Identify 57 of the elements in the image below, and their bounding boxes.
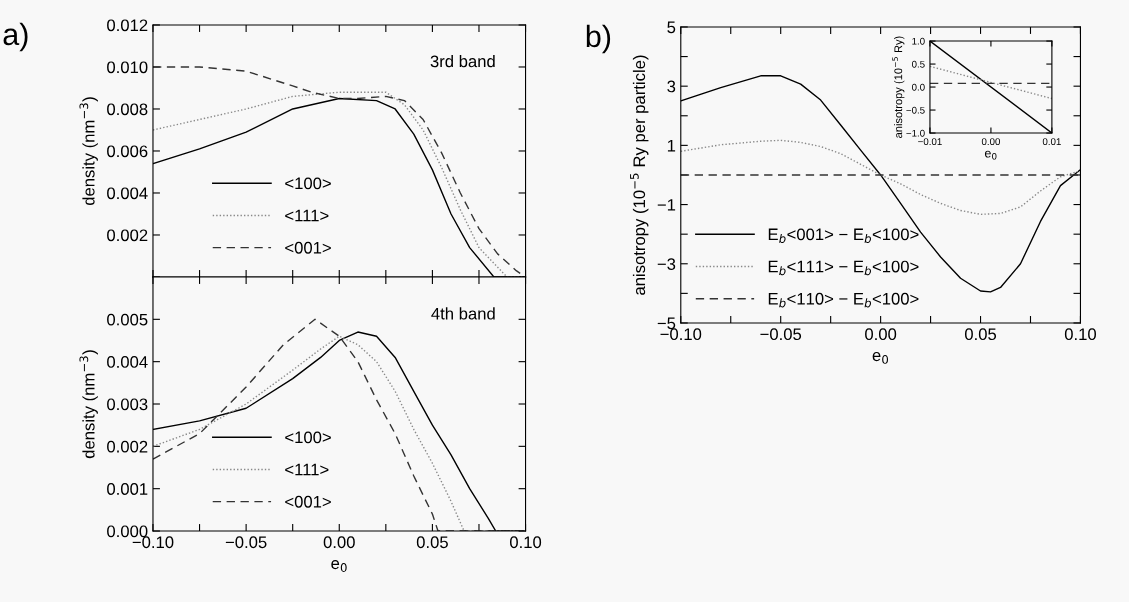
y-tick-label: 0.001	[107, 483, 148, 495]
y-tick-label: 0.005	[107, 313, 148, 326]
legend-label: <111>	[285, 463, 329, 476]
x-tick-label: 0.00	[323, 536, 355, 549]
x-tick-label: −0.10	[132, 536, 174, 549]
chart-title: b)	[586, 24, 611, 54]
y-axis-title: density (nm$^{−3}$)	[79, 97, 98, 206]
legend-label: <001>	[285, 495, 331, 508]
y-axis-title: anisotropy (10$^{−5}$ Ry)	[892, 36, 905, 138]
legend-label: <100>	[285, 177, 331, 190]
y-tick-label: −0.5	[906, 106, 925, 114]
y-tick-label: 3	[667, 80, 676, 93]
y-tick-label: 0.5	[911, 60, 925, 68]
y-tick-label: 0.004	[107, 356, 148, 368]
y-tick-label: −5	[657, 317, 676, 330]
y-tick-label: 0.002	[107, 440, 148, 453]
y-tick-label: 0.008	[107, 103, 148, 116]
x-tick-label: 0.00	[865, 328, 897, 341]
y-tick-label: 0.003	[107, 398, 148, 411]
y-tick-label: −3	[657, 258, 676, 270]
y-tick-label: 0.002	[107, 229, 148, 242]
x-axis-title: e$_{0}$	[331, 560, 347, 572]
x-axis-title: e$_{0}$	[872, 352, 889, 364]
y-tick-label: 1	[667, 139, 676, 152]
x-tick-label: 0.10	[1064, 328, 1097, 341]
legend-label: <111>	[285, 209, 329, 222]
x-tick-label: −0.10	[660, 328, 702, 341]
y-tick-label: −1	[657, 199, 676, 211]
chart-title: a)	[3, 22, 28, 52]
annotation: 4th band	[431, 307, 495, 320]
legend-label: E$_{b}$<110> − E$_{b}$<100>	[768, 292, 919, 308]
y-tick-label: 0.0	[911, 83, 925, 91]
legend-label: <100>	[285, 431, 331, 444]
x-tick-label: −0.05	[760, 328, 802, 341]
y-tick-label: 0.006	[107, 145, 148, 158]
x-tick-label: −0.05	[225, 536, 267, 549]
annotation: 3rd band	[430, 55, 495, 68]
y-tick-label: 0.010	[107, 61, 148, 74]
x-tick-label: −0.01	[918, 138, 942, 146]
y-tick-label: 5	[667, 21, 676, 34]
x-tick-label: 0.05	[416, 536, 448, 549]
y-tick-label: 1.0	[912, 37, 925, 45]
y-axis-title: anisotropy (10$^{−5}$ Ry per particle)	[630, 55, 649, 295]
x-tick-label: 0.00	[981, 138, 1001, 146]
legend-label: E$_{b}$<001> − E$_{b}$<100>	[768, 228, 919, 243]
x-tick-label: 0.01	[1042, 138, 1061, 146]
y-tick-label: 0.000	[107, 525, 148, 538]
legend-label: <001>	[285, 241, 331, 254]
x-axis-title: e$_{0}$	[984, 150, 997, 160]
x-tick-label: 0.10	[509, 536, 542, 549]
y-tick-label: −1.0	[906, 129, 925, 137]
y-tick-label: 0.004	[107, 187, 148, 200]
line-series	[680, 139, 1081, 216]
y-axis-title: density (nm$^{−3}$)	[79, 350, 98, 459]
y-tick-label: 0.012	[107, 19, 148, 32]
x-tick-label: 0.05	[964, 328, 997, 341]
legend-label: E$_{b}$<111> − E$_{b}$<100>	[768, 260, 919, 276]
